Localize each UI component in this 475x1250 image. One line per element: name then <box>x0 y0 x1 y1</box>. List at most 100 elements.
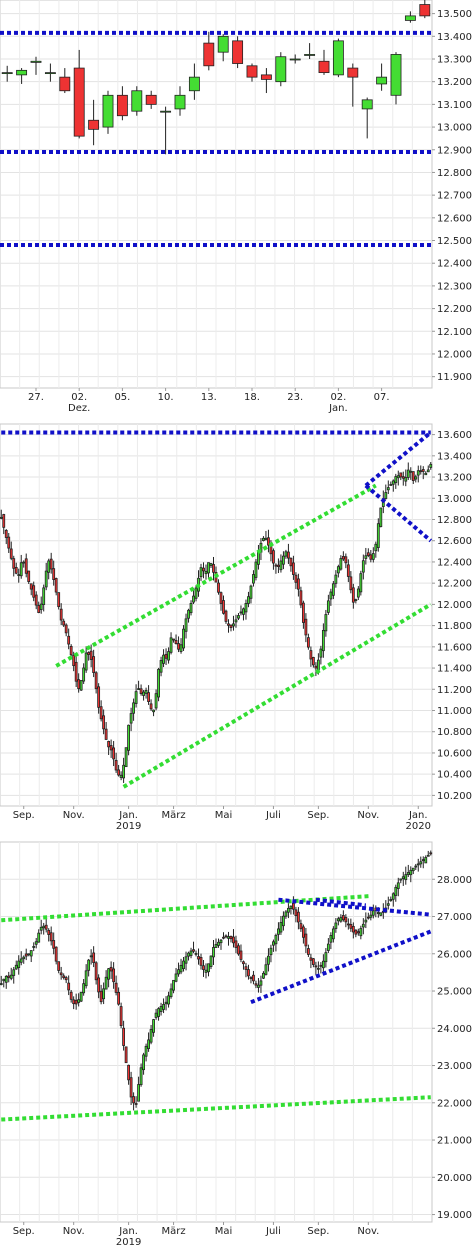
candle-body <box>84 970 88 987</box>
chart-panel-daily: 11.900 12.000 12.100 12.200 12.300 12.400 12.5… <box>0 0 472 414</box>
y-tick-label: 13.400 <box>437 451 472 462</box>
candle-body <box>147 692 150 703</box>
x-tick-sublabel: 2019 <box>116 821 141 832</box>
candle-body <box>390 54 402 96</box>
candle-body <box>54 946 58 962</box>
candle-body <box>284 551 288 557</box>
candle-body <box>346 564 350 577</box>
candle-body <box>149 703 153 710</box>
candle-body <box>47 929 51 935</box>
candle-body <box>311 958 315 965</box>
candle-body <box>304 933 308 947</box>
candle-body <box>9 548 13 559</box>
candle-body <box>197 956 200 960</box>
candle-body <box>67 982 71 991</box>
candle-body <box>34 594 38 606</box>
candle-body <box>411 867 415 872</box>
candle-body <box>334 922 338 929</box>
candle-body <box>117 769 121 776</box>
candle-body <box>374 543 378 552</box>
y-tick-label: 24.000 <box>437 1024 472 1035</box>
candle-body <box>79 991 83 1002</box>
candle-body <box>74 661 78 682</box>
candle-body <box>44 72 56 75</box>
candle-body <box>414 865 418 868</box>
candle-body <box>389 899 393 902</box>
candle-body <box>184 618 188 632</box>
candle-body <box>217 941 220 946</box>
trend-line <box>55 483 377 668</box>
y-tick-label: 11.000 <box>437 706 472 717</box>
x-tick-label: Nov. <box>357 1226 379 1237</box>
candle-body <box>4 529 8 538</box>
candle-body <box>314 965 318 968</box>
candle-body <box>114 982 118 993</box>
x-tick-label: 10. <box>158 392 174 403</box>
candle-body <box>12 558 16 569</box>
candle-body <box>49 932 53 942</box>
candle-body <box>209 955 213 967</box>
y-tick-label: 12.400 <box>437 259 472 270</box>
x-tick-label: 02. <box>330 392 346 403</box>
candle-body <box>292 902 295 910</box>
candle-body <box>341 915 345 921</box>
candle-body <box>411 471 415 482</box>
candle-body <box>324 614 328 632</box>
candle-body <box>316 659 320 671</box>
candle-body <box>204 570 208 575</box>
candle-body <box>19 958 23 963</box>
candle-body <box>212 564 215 573</box>
candle-body <box>257 984 260 988</box>
y-tick-label: 27.000 <box>437 912 472 923</box>
y-tick-label: 20.000 <box>437 1173 472 1184</box>
y-tick-label: 12.800 <box>437 168 472 179</box>
x-tick-label: März <box>161 810 185 821</box>
candle-body <box>227 936 230 939</box>
candle-body <box>59 76 71 92</box>
candle-body <box>182 960 185 969</box>
candle-body <box>187 952 190 957</box>
candle-body <box>346 923 350 926</box>
candle-body <box>356 588 360 598</box>
x-tick-label: Nov. <box>357 810 379 821</box>
candle-body <box>249 585 253 599</box>
candle-body <box>142 691 145 696</box>
candle-body <box>79 680 83 691</box>
candle-body <box>361 560 365 573</box>
trend-line <box>1 894 371 923</box>
candle-body <box>116 94 128 117</box>
candle-body <box>73 67 85 137</box>
candle-body <box>272 550 275 564</box>
candle-body <box>134 1103 138 1105</box>
candle-body <box>349 576 353 591</box>
y-tick-label: 13.000 <box>437 494 472 505</box>
candle-body <box>131 90 143 112</box>
candle-body <box>361 99 373 110</box>
candle-body <box>247 969 250 977</box>
candle-body <box>4 975 8 983</box>
candle-body <box>406 469 410 478</box>
candle-body <box>7 536 11 549</box>
candle-body <box>104 976 108 990</box>
candle-body <box>145 94 157 105</box>
candle-body <box>162 1003 165 1010</box>
candle-body <box>129 713 133 724</box>
candle-body <box>207 562 210 574</box>
candle-body <box>279 922 283 933</box>
candle-body <box>406 872 410 875</box>
candle-body <box>254 561 258 578</box>
candle-body <box>376 523 380 548</box>
candle-body <box>324 952 328 963</box>
candle-body <box>202 965 205 970</box>
candle-body <box>234 619 238 623</box>
candle-body <box>371 910 375 916</box>
candle-body <box>326 943 330 951</box>
candle-body <box>30 60 42 63</box>
candle-body <box>339 558 343 570</box>
candle-body <box>19 562 23 577</box>
candle-body <box>137 1084 140 1102</box>
candle-body <box>149 1029 153 1043</box>
candle-body <box>154 1012 158 1018</box>
candle-body <box>207 963 210 973</box>
candle-body <box>301 602 305 623</box>
